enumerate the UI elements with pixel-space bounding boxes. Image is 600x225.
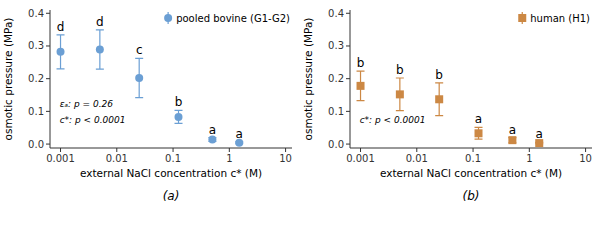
point [475, 129, 483, 137]
letter-label: b [396, 63, 404, 77]
y-tick [346, 45, 350, 46]
marks [357, 71, 544, 147]
x-tick-label: 10 [579, 153, 592, 164]
y-tick-label: 0.2 [28, 73, 44, 84]
point [208, 135, 216, 143]
x-tick [173, 148, 174, 152]
y-tick-label: 0.2 [328, 73, 344, 84]
point [435, 95, 443, 103]
letter-label: a [209, 123, 216, 137]
error-bar [357, 71, 365, 100]
point [135, 74, 143, 82]
y-tick [346, 144, 350, 145]
y-tick [346, 13, 350, 14]
y-tick [46, 13, 50, 14]
point [175, 113, 183, 121]
x-tick-label: 0.001 [346, 153, 375, 164]
panel: 0.0 0.1 0.2 0.3 0.4 0.001 0.01 0.1 1 10 external N… [2, 8, 292, 203]
panel-title: (a) [163, 189, 180, 203]
legend-error-bar [522, 12, 523, 24]
x-tick-label: 0.001 [46, 153, 75, 164]
y-tick-label: 0.1 [328, 106, 344, 117]
letter-label: d [57, 20, 65, 34]
letter-label: d [96, 15, 104, 29]
letter-label: a [236, 127, 243, 141]
error-bar [475, 127, 483, 139]
letters: b b b a a a [357, 56, 543, 141]
y-tick [46, 144, 50, 145]
point [396, 90, 404, 98]
y-tick [346, 78, 350, 79]
y-tick-label: 0.0 [328, 139, 344, 150]
x-tick-label: 0.1 [165, 153, 181, 164]
legend-item: human (H1) [518, 12, 590, 24]
letter-label: a [475, 112, 482, 126]
error-bar [396, 78, 404, 111]
annotation: c*: p < 0.0001 [360, 115, 426, 125]
error-bar [57, 35, 65, 69]
point [508, 136, 516, 144]
x-tick [116, 148, 117, 152]
annotation: c*: p < 0.0001 [60, 115, 126, 125]
y-tick [46, 111, 50, 112]
marks [57, 30, 244, 147]
x-tick [229, 148, 230, 152]
y-tick [46, 78, 50, 79]
x-axis-label: external NaCl concentration c* (M) [380, 167, 562, 179]
y-tick-label: 0.1 [28, 106, 44, 117]
y-tick-label: 0.0 [28, 139, 44, 150]
panel: 0.0 0.1 0.2 0.3 0.4 0.001 0.01 0.1 1 10 external N… [302, 8, 592, 203]
letter-label: b [175, 95, 183, 109]
legend-error-bar [168, 12, 169, 24]
point [57, 48, 65, 56]
x-tick [360, 148, 361, 152]
y-tick-label: 0.3 [328, 40, 344, 51]
x-tick-label: 10 [279, 153, 292, 164]
annotation: εₐ: p = 0.26 [60, 99, 114, 109]
error-bar [175, 110, 183, 123]
error-bar [96, 30, 104, 69]
letter-label: c [136, 43, 143, 57]
panel-title: (b) [463, 189, 480, 203]
x-tick [285, 148, 286, 152]
point [357, 82, 365, 90]
x-tick-label: 0.01 [406, 153, 428, 164]
x-tick [473, 148, 474, 152]
y-axis-label: osmotic pressure (MPa) [302, 18, 314, 141]
x-tick-label: 0.1 [465, 153, 481, 164]
y-axis-label: osmotic pressure (MPa) [2, 18, 14, 141]
error-bar [135, 58, 143, 97]
legend-item: pooled bovine (G1-G2) [164, 12, 290, 24]
y-tick [46, 45, 50, 46]
y-tick-label: 0.4 [328, 8, 344, 19]
figure: 0.00.10.20.30.40.0010.010.1110external N… [0, 0, 600, 225]
point [96, 46, 104, 54]
letter-label: b [435, 68, 443, 82]
letter-label: a [536, 127, 543, 141]
y-tick-label: 0.4 [28, 8, 44, 19]
y-tick-label: 0.3 [28, 40, 44, 51]
x-axis-label: external NaCl concentration c* (M) [80, 167, 262, 179]
x-tick [416, 148, 417, 152]
x-tick-label: 1 [526, 153, 532, 164]
letter-label: b [357, 56, 365, 70]
x-axis-line [350, 148, 592, 149]
x-axis-line [50, 148, 292, 149]
legend-label: human (H1) [530, 13, 590, 24]
x-tick-label: 1 [226, 153, 232, 164]
legend-label: pooled bovine (G1-G2) [176, 13, 290, 24]
letters: d d c b a a [57, 15, 243, 141]
x-tick [529, 148, 530, 152]
error-bar [435, 83, 443, 116]
y-tick [346, 111, 350, 112]
letter-label: a [509, 123, 516, 137]
x-tick [60, 148, 61, 152]
x-tick [585, 148, 586, 152]
x-tick-label: 0.01 [106, 153, 128, 164]
